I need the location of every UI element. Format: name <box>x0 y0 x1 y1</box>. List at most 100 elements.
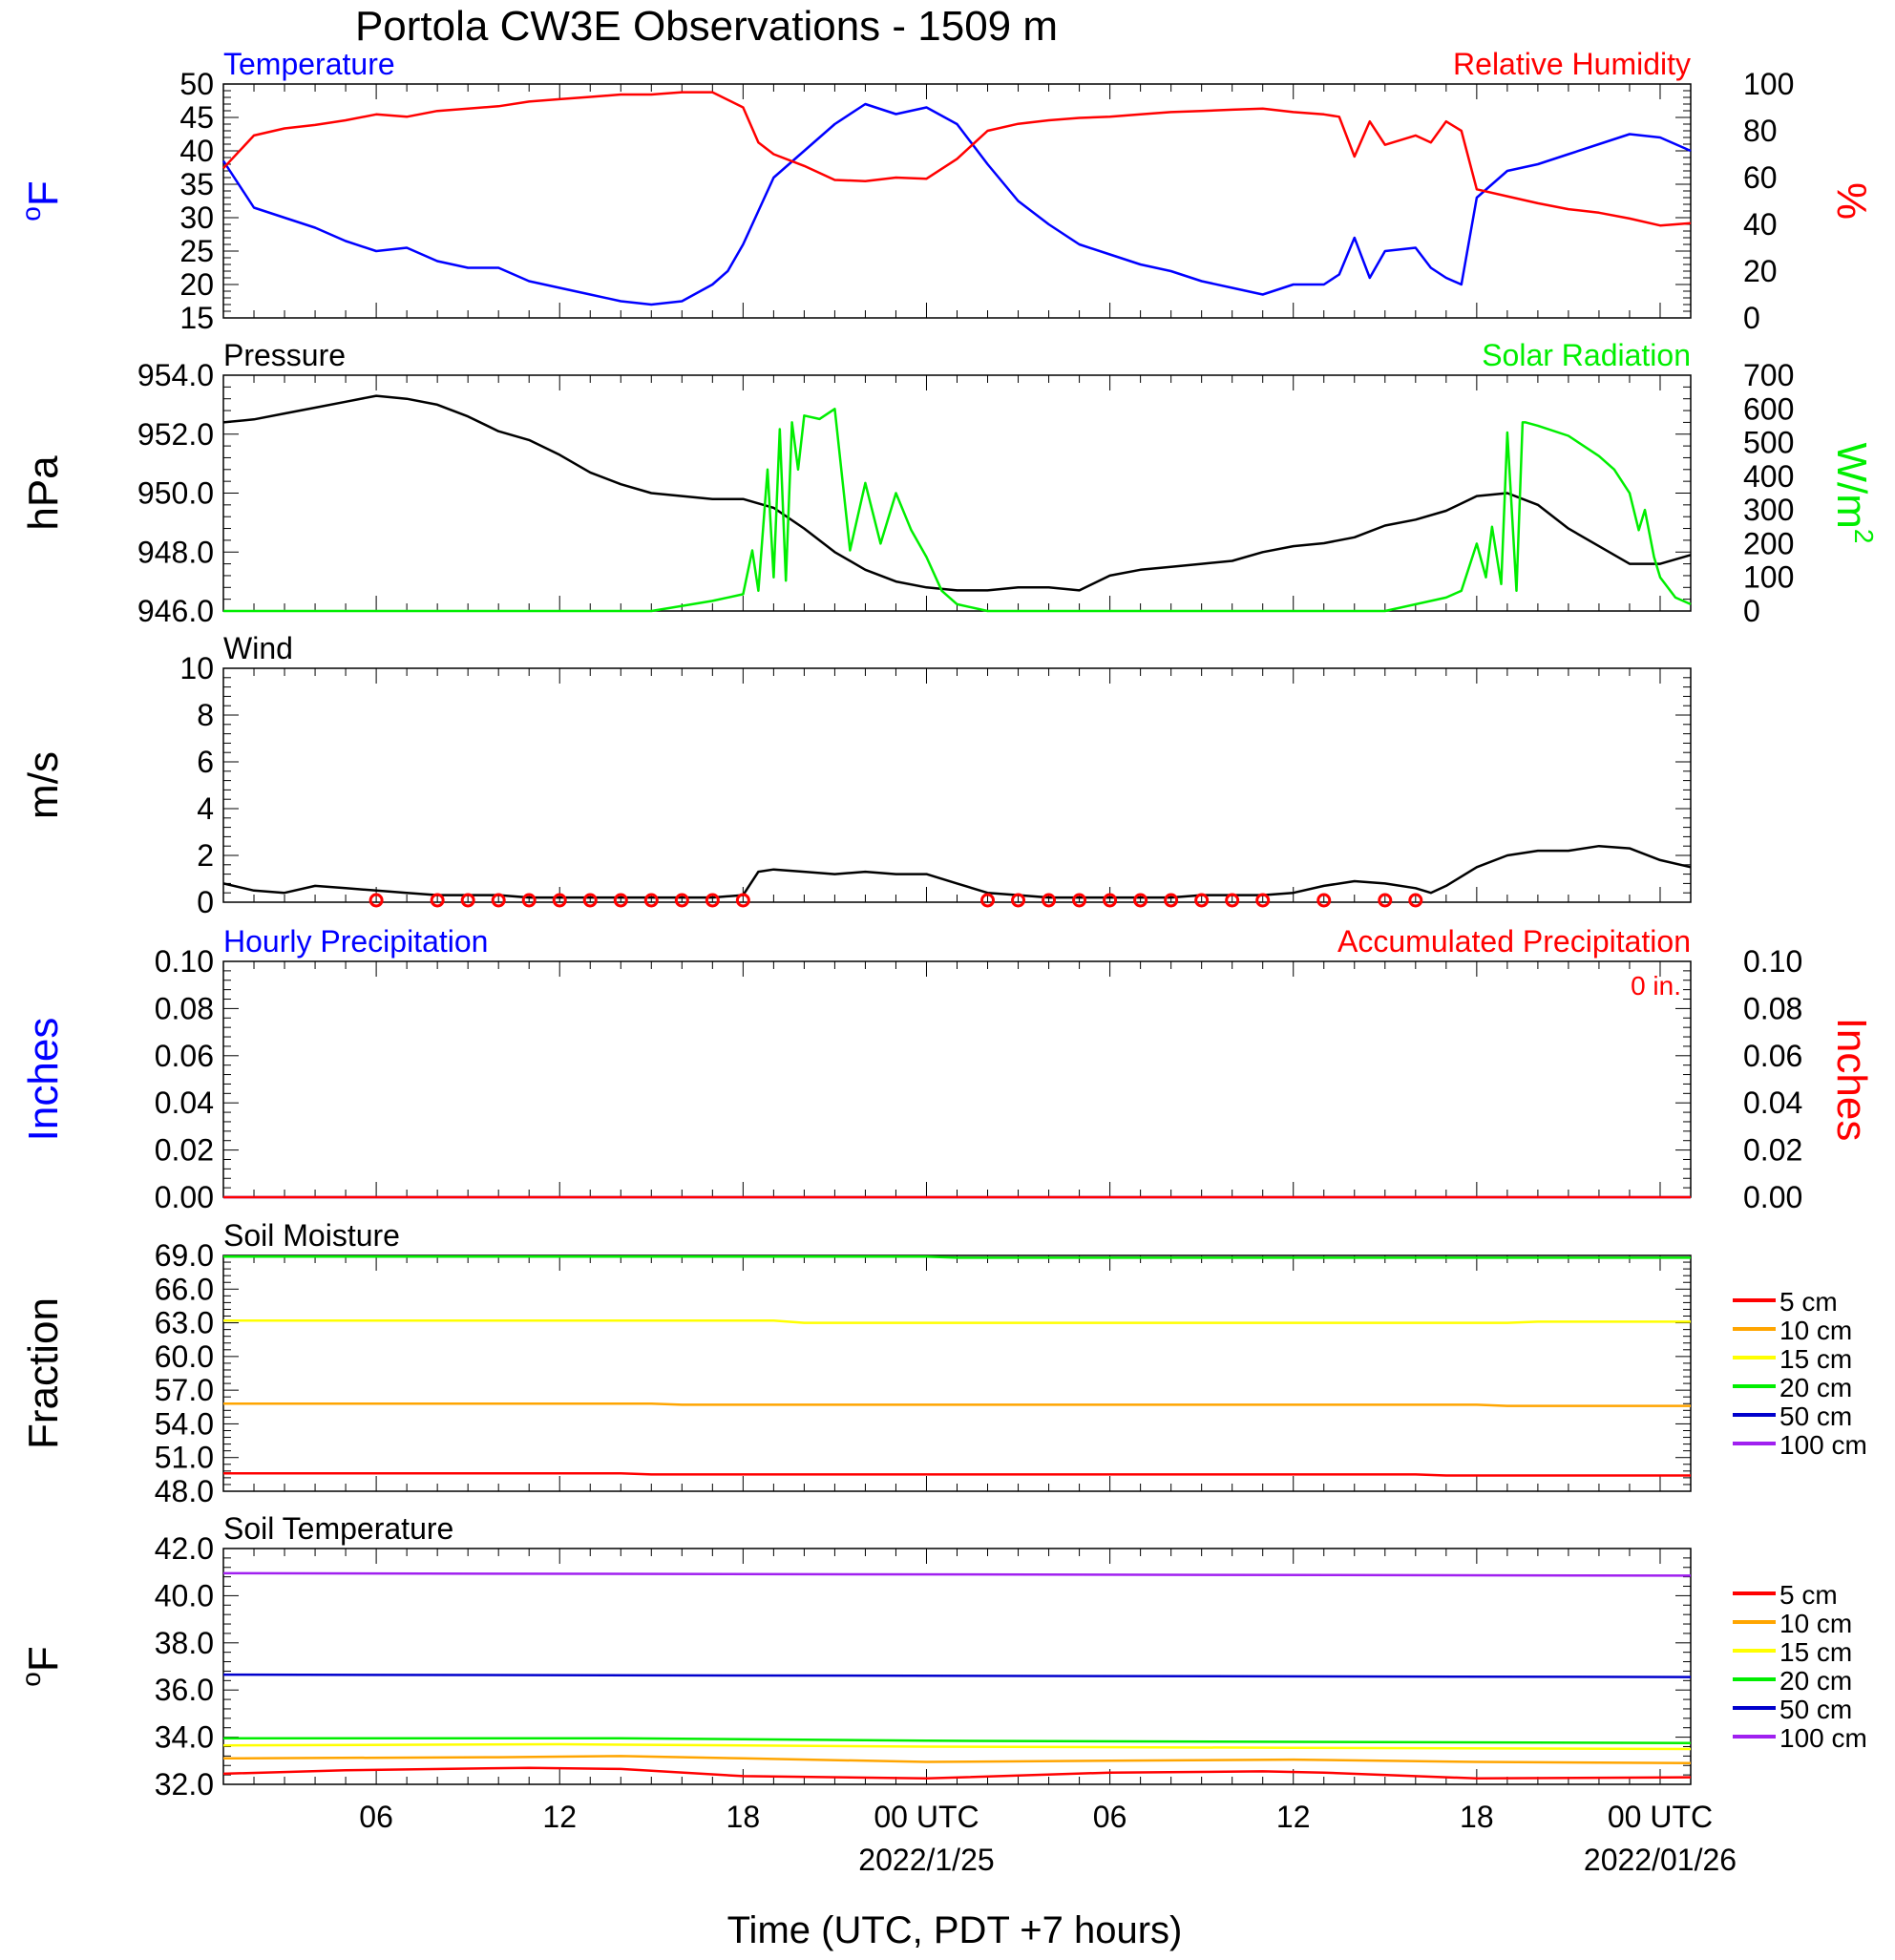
panel-precipitation: 0.10 0.08 0.06 0.04 0.02 0.00 0.10 0.08 0.06 0.04… <box>20 924 1875 1214</box>
left-tick-label: 0.10 <box>155 944 214 979</box>
calm-wind-marker <box>1164 893 1179 908</box>
left-tick-label: 38.0 <box>155 1626 214 1660</box>
left-tick-label: 0.06 <box>155 1039 214 1073</box>
panel-soil-moisture: 69.066.063.060.057.054.051.048.0 Soil Moi… <box>20 1218 1867 1508</box>
left-tick-label: 6 <box>197 745 214 779</box>
calm-wind-marker <box>430 893 445 908</box>
left-tick-label: 54.0 <box>155 1406 214 1441</box>
left-tick-label: 0.08 <box>155 991 214 1025</box>
left-tick-label: 42.0 <box>155 1531 214 1566</box>
left-tick-label: 2 <box>197 838 214 873</box>
calm-wind-marker <box>1103 893 1118 908</box>
left-tick-label: 950.0 <box>137 476 214 511</box>
right-tick-label: 100 <box>1743 67 1794 101</box>
x-tick-label: 12 <box>542 1800 577 1834</box>
x-tick-label: 06 <box>359 1800 393 1834</box>
left-tick-label: 20 <box>179 267 214 302</box>
left-unit-label: m/s <box>20 751 67 819</box>
calm-wind-marker <box>1072 893 1087 908</box>
left-tick-label: 0.04 <box>155 1085 214 1120</box>
chart-title: Portola CW3E Observations - 1509 m <box>355 3 1058 50</box>
panel-title-right: Relative Humidity <box>1453 47 1691 81</box>
left-unit-label: Inches <box>20 1018 67 1142</box>
right-tick-label: 400 <box>1743 459 1794 494</box>
plot-frame <box>222 667 1692 903</box>
right-tick-label: 0 <box>1743 594 1760 628</box>
left-tick-label: 51.0 <box>155 1441 214 1475</box>
calm-wind-marker <box>460 893 475 908</box>
left-unit-label: hPa <box>20 455 67 531</box>
right-unit-label: W/m2 <box>1828 443 1879 544</box>
plot-frame <box>222 83 1692 319</box>
right-tick-label: 600 <box>1743 391 1794 426</box>
left-tick-label: 10 <box>179 651 214 685</box>
calm-wind-marker <box>491 893 506 908</box>
left-tick-label: 57.0 <box>155 1373 214 1407</box>
left-tick-label: 4 <box>197 791 214 826</box>
calm-wind-marker <box>1378 893 1393 908</box>
plot-frame <box>222 374 1692 612</box>
panel-title-left: Soil Temperature <box>223 1511 453 1546</box>
panel-title-left: Hourly Precipitation <box>223 924 488 959</box>
right-unit-label: Inches <box>1828 1018 1875 1142</box>
calm-wind-marker <box>980 893 996 908</box>
right-tick-label: 40 <box>1743 207 1778 242</box>
legend-label: 5 cm <box>1779 1287 1838 1317</box>
legend-label: 100 cm <box>1779 1723 1867 1753</box>
accumulated-total-label: 0 in. <box>1631 971 1681 1001</box>
calm-wind-marker <box>613 893 628 908</box>
left-tick-label: 66.0 <box>155 1272 214 1306</box>
calm-wind-marker <box>1042 893 1057 908</box>
left-tick-label: 48.0 <box>155 1474 214 1508</box>
left-tick-label: 0 <box>197 885 214 919</box>
right-tick-label: 300 <box>1743 493 1794 527</box>
legend-label: 100 cm <box>1779 1430 1867 1460</box>
calm-wind-marker <box>1225 893 1240 908</box>
right-tick-label: 0.00 <box>1743 1180 1802 1214</box>
calm-wind-marker <box>521 893 537 908</box>
left-tick-label: 40.0 <box>155 1578 214 1612</box>
x-tick-label: 06 <box>1093 1800 1127 1834</box>
legend-label: 20 cm <box>1779 1373 1852 1402</box>
panel-title-left: Soil Moisture <box>223 1218 400 1253</box>
right-tick-label: 0.02 <box>1743 1133 1802 1168</box>
legend-label: 15 cm <box>1779 1344 1852 1374</box>
left-tick-label: 63.0 <box>155 1306 214 1340</box>
panel-pressure-solar: 954.0 952.0 950.0 948.0 946.0 700600500400300… <box>20 338 1879 628</box>
series-line-wind <box>222 844 1692 899</box>
calm-wind-marker <box>552 893 567 908</box>
left-tick-label: 40 <box>179 134 214 168</box>
calm-wind-marker <box>705 893 720 908</box>
left-tick-label: 15 <box>179 301 214 335</box>
series-line-15-cm <box>222 1742 1692 1751</box>
left-tick-label: 60.0 <box>155 1339 214 1374</box>
series-line-relative-humidity <box>222 91 1692 227</box>
series-line-temperature <box>221 102 1692 306</box>
legend-label: 50 cm <box>1779 1695 1852 1724</box>
calm-wind-marker <box>1255 893 1271 908</box>
panel-title-left: Temperature <box>223 47 395 81</box>
right-tick-label: 20 <box>1743 254 1778 288</box>
left-tick-label: 954.0 <box>137 358 214 392</box>
panel-title-left: Wind <box>223 631 293 665</box>
right-tick-label: 200 <box>1743 526 1794 560</box>
left-tick-label: 948.0 <box>137 535 214 569</box>
calm-wind-marker <box>1316 893 1332 908</box>
x-date-label: 2022/01/26 <box>1584 1843 1737 1877</box>
right-tick-label: 0.04 <box>1743 1085 1802 1120</box>
right-tick-label: 100 <box>1743 560 1794 595</box>
panel-title-right: Solar Radiation <box>1482 338 1691 372</box>
calm-wind-marker <box>735 893 750 908</box>
time-axis: 06 12 18 00 UTC 06 12 18 00 UTC 2022/1/25 2022/01… <box>359 1800 1737 1877</box>
left-tick-label: 34.0 <box>155 1720 214 1755</box>
left-tick-label: 30 <box>179 200 214 235</box>
series-line-solar-radiation <box>223 408 1692 613</box>
series-line-10-cm <box>223 1402 1691 1407</box>
x-date-label: 2022/1/25 <box>858 1843 994 1877</box>
series-line-5-cm <box>222 1766 1692 1781</box>
legend-label: 5 cm <box>1779 1580 1838 1610</box>
right-tick-label: 0.08 <box>1743 991 1802 1025</box>
